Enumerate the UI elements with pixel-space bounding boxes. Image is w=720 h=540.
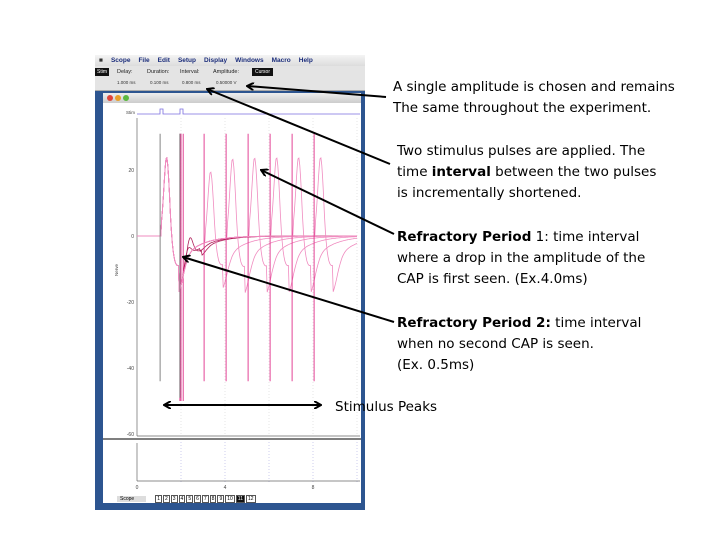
y-tick-label: -40: [127, 366, 134, 372]
page-tab[interactable]: 3: [170, 495, 178, 503]
page-tab[interactable]: 12: [245, 495, 256, 503]
menu-edit[interactable]: Edit: [157, 57, 170, 64]
menu-file[interactable]: File: [138, 57, 150, 64]
page-tab[interactable]: 8: [209, 495, 217, 503]
delay-label: Delay:: [117, 69, 133, 75]
apple-icon[interactable]: ■: [99, 57, 103, 64]
window-titlebar: [103, 93, 361, 103]
cap-trace: [137, 157, 357, 293]
note-line: A single amplitude is chosen and remains: [393, 79, 675, 95]
menu-bar: ■ Scope File Edit Setup Display Windows …: [95, 55, 365, 66]
note-line: time interval between the two pulses: [397, 164, 657, 180]
cap-trace: [137, 157, 358, 292]
menu-setup[interactable]: Setup: [177, 57, 196, 64]
page-tab[interactable]: 5: [186, 495, 194, 503]
interval-label: Interval:: [180, 69, 200, 75]
page-tab[interactable]: 2: [162, 495, 170, 503]
cap-trace: [137, 157, 357, 292]
cap-trace: [137, 157, 357, 292]
stim-button[interactable]: Stim: [95, 68, 109, 76]
interval-arrow: [207, 89, 391, 165]
cursor-button[interactable]: Cursor: [252, 68, 274, 76]
zoom-button[interactable]: [123, 95, 129, 101]
refractory-2-arrow: [183, 257, 395, 323]
scope-screenshot: ■ Scope File Edit Setup Display Windows …: [95, 55, 365, 510]
amplitude-label: Amplitude:: [213, 69, 239, 75]
page-tab[interactable]: 9: [217, 495, 225, 503]
delay-field[interactable]: 1.000 ms: [117, 80, 136, 85]
note-line: The same throughout the experiment.: [393, 100, 652, 116]
note-line: is incrementally shortened.: [397, 185, 582, 201]
menu-help[interactable]: Help: [298, 57, 313, 64]
menu-scope[interactable]: Scope: [110, 57, 131, 64]
page-tab[interactable]: 7: [201, 495, 209, 503]
scope-window: [95, 91, 365, 510]
stim-channel-label: Stim: [126, 110, 135, 115]
close-button[interactable]: [107, 95, 113, 101]
page-tab[interactable]: 6: [194, 495, 201, 503]
amplitude-arrow: [247, 86, 387, 98]
duration-label: Duration:: [147, 69, 170, 75]
cap-trace: [137, 157, 357, 293]
note-amplitude: A single amplitude is chosen and remains…: [393, 77, 675, 119]
x-tick-label: 8: [312, 485, 315, 491]
cap-trace: [137, 157, 358, 293]
page-tab[interactable]: 1: [155, 495, 162, 503]
y-axis-label: Nerve: [114, 264, 119, 277]
x-tick-label: 0: [136, 485, 139, 491]
duration-field[interactable]: 0.100 ms: [150, 80, 169, 85]
note-line: Two stimulus pulses are applied. The: [397, 143, 646, 159]
page-tab[interactable]: 10: [225, 495, 235, 503]
y-tick-label: -20: [127, 300, 134, 306]
menu-macro[interactable]: Macro: [271, 57, 291, 64]
stim-trace: [137, 108, 360, 115]
cap-trace: [137, 157, 357, 292]
note-interval: Two stimulus pulses are applied. The tim…: [397, 141, 656, 204]
menu-windows[interactable]: Windows: [235, 57, 264, 64]
refractory-1-arrow: [261, 170, 395, 235]
note-refractory-1: Refractory Period 1: time interval where…: [397, 229, 646, 287]
page-tab[interactable]: 11: [235, 495, 245, 503]
page-tab[interactable]: 4: [178, 495, 186, 503]
x-tick-label: 4: [224, 485, 227, 491]
status-select[interactable]: Scope: [117, 496, 147, 502]
y-tick-label: 20: [128, 168, 134, 174]
interval-field[interactable]: 0.800 ms: [182, 80, 201, 85]
y-tick-label: 0: [131, 234, 134, 240]
amplitude-field[interactable]: 0.50000 V: [216, 80, 237, 85]
menu-display[interactable]: Display: [204, 57, 228, 64]
stim-toolbar: Stim Delay: 1.000 ms Duration: 0.100 ms …: [95, 66, 365, 91]
note-refractory-2: Refractory Period 2: time interval when …: [397, 315, 642, 373]
y-tick-label: -60: [127, 432, 134, 438]
minimize-button[interactable]: [115, 95, 121, 101]
cap-trace: [137, 157, 357, 292]
status-bar: Scope 1 2 3 4 5 6 7 8 9 10 11 12: [105, 495, 256, 503]
stimulus-peaks-label: Stimulus Peaks: [335, 399, 438, 415]
cap-trace: [137, 157, 357, 293]
